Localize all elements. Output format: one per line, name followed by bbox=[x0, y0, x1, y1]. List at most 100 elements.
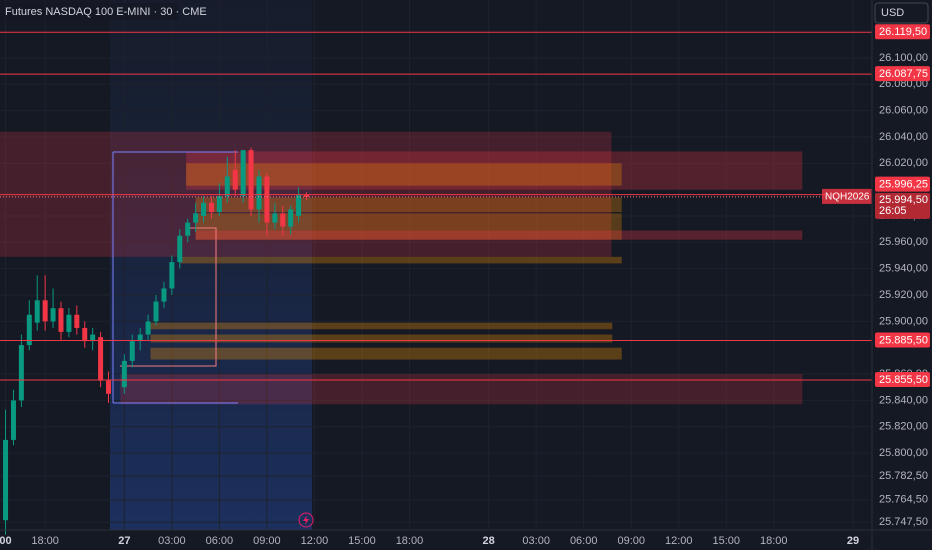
x-tick-label: 27 bbox=[118, 535, 130, 547]
candle-body bbox=[129, 341, 135, 361]
candle-body bbox=[58, 308, 64, 332]
level-label-bg bbox=[875, 176, 930, 192]
candle-body bbox=[201, 202, 207, 216]
candle-body bbox=[121, 360, 127, 388]
grid bbox=[0, 0, 872, 530]
candle-body bbox=[18, 345, 24, 401]
candle-body bbox=[272, 213, 278, 223]
candle-body bbox=[98, 337, 104, 381]
level-label-bg bbox=[875, 24, 930, 40]
zone bbox=[150, 347, 622, 360]
zone bbox=[179, 256, 622, 264]
y-tick-label: 25.840,00 bbox=[879, 394, 928, 406]
candle-body bbox=[296, 194, 302, 216]
x-tick-label: 15:00 bbox=[348, 535, 376, 547]
candle-body bbox=[145, 321, 151, 335]
y-tick-label: 25.960,00 bbox=[879, 236, 928, 248]
y-tick-label: 26.080,00 bbox=[879, 78, 928, 90]
level-label: 26.087,75 bbox=[879, 68, 928, 80]
title: Futures NASDAQ 100 E-MINI · 30 · CME bbox=[5, 6, 207, 18]
level-label: 26.119,50 bbox=[879, 26, 927, 38]
x-tick-label: 18:00 bbox=[396, 535, 424, 547]
candle-body bbox=[50, 308, 56, 322]
y-tick-label: 25.900,00 bbox=[879, 315, 928, 327]
x-tick-label: 09:00 bbox=[617, 535, 645, 547]
y-tick-label: 26.100,00 bbox=[879, 52, 928, 64]
level-label-bg bbox=[875, 66, 930, 82]
symbol-tag-bg bbox=[822, 188, 872, 204]
candle-body bbox=[177, 235, 183, 263]
x-tick-label: 12:00 bbox=[665, 535, 693, 547]
zone bbox=[150, 334, 613, 343]
x-tick-label: 03:00 bbox=[158, 535, 186, 547]
countdown: 26:05 bbox=[879, 205, 907, 217]
candle-body bbox=[216, 196, 222, 213]
levels: NQH2026 bbox=[0, 31, 872, 381]
zone bbox=[120, 374, 803, 405]
last-price-bg bbox=[875, 192, 930, 219]
x-tick-label: 09:00 bbox=[253, 535, 281, 547]
x-tick-label: 29 bbox=[847, 535, 859, 547]
y-tick-label: 25.782,50 bbox=[879, 470, 928, 482]
zone bbox=[195, 230, 803, 240]
candle-body bbox=[90, 334, 96, 342]
x-tick-label: 28 bbox=[483, 535, 495, 547]
y-tick-label: 26.020,00 bbox=[879, 157, 928, 169]
y-tick-label: 25.800,00 bbox=[879, 447, 928, 459]
candle-body bbox=[304, 194, 310, 197]
x-tick-label: 00 bbox=[0, 535, 12, 547]
candle-body bbox=[42, 300, 48, 322]
candle-body bbox=[185, 222, 191, 236]
x-tick-label: 12:00 bbox=[301, 535, 329, 547]
y-tick-label: 25.747,50 bbox=[879, 516, 928, 528]
currency[interactable]: USD bbox=[881, 7, 904, 19]
session-highlight bbox=[110, 0, 312, 530]
zone bbox=[195, 197, 622, 213]
candle-body bbox=[153, 301, 159, 322]
zone bbox=[186, 151, 803, 190]
x-tick-label: 06:00 bbox=[570, 535, 598, 547]
title-bg bbox=[0, 3, 178, 20]
zone bbox=[186, 163, 622, 186]
y-tick-label: 25.920,00 bbox=[879, 289, 928, 301]
level-label-bg bbox=[875, 332, 930, 348]
candle-body bbox=[193, 213, 199, 223]
candle-body bbox=[106, 380, 112, 394]
last-price-label: 25.994,50 bbox=[879, 194, 928, 206]
symbol-tag: NQH2026 bbox=[825, 192, 870, 203]
candle-body bbox=[240, 150, 246, 197]
x-tick-label: 15:00 bbox=[713, 535, 741, 547]
level-label: 25.855,50 bbox=[879, 374, 928, 386]
y-tick-label: 26.060,00 bbox=[879, 105, 928, 117]
candle-body bbox=[10, 400, 16, 440]
candle-body bbox=[161, 288, 167, 302]
x-tick-label: 18:00 bbox=[31, 535, 59, 547]
x-tick-label: 18:00 bbox=[760, 535, 788, 547]
candles bbox=[3, 147, 310, 535]
profile-outline bbox=[112, 151, 238, 404]
y-tick-label: 26.040,00 bbox=[879, 131, 928, 143]
candle-body bbox=[169, 262, 175, 289]
candle-body bbox=[34, 300, 40, 323]
level-label: 25.996,25 bbox=[879, 179, 928, 191]
currency-button[interactable] bbox=[874, 2, 929, 24]
candle-body bbox=[288, 209, 294, 227]
candle-body bbox=[3, 439, 9, 521]
candle-body bbox=[74, 314, 80, 328]
candle-body bbox=[208, 202, 214, 213]
candle-body bbox=[256, 176, 262, 210]
candle-body bbox=[232, 169, 238, 190]
candle-body bbox=[264, 176, 270, 223]
candle-body bbox=[224, 176, 230, 197]
candle-body bbox=[82, 327, 88, 342]
y-tick-label: 25.820,00 bbox=[879, 421, 928, 433]
axes: 26.100,00 26.080,00 26.060,00 26.040,00 26.0… bbox=[0, 24, 930, 547]
y-tick-label: 25.940,00 bbox=[879, 263, 928, 275]
x-tick-label: 06:00 bbox=[206, 535, 234, 547]
candle-body bbox=[248, 150, 254, 210]
candle-body bbox=[26, 314, 32, 346]
level-label-bg bbox=[875, 371, 930, 387]
lightning-icon[interactable] bbox=[298, 512, 314, 528]
